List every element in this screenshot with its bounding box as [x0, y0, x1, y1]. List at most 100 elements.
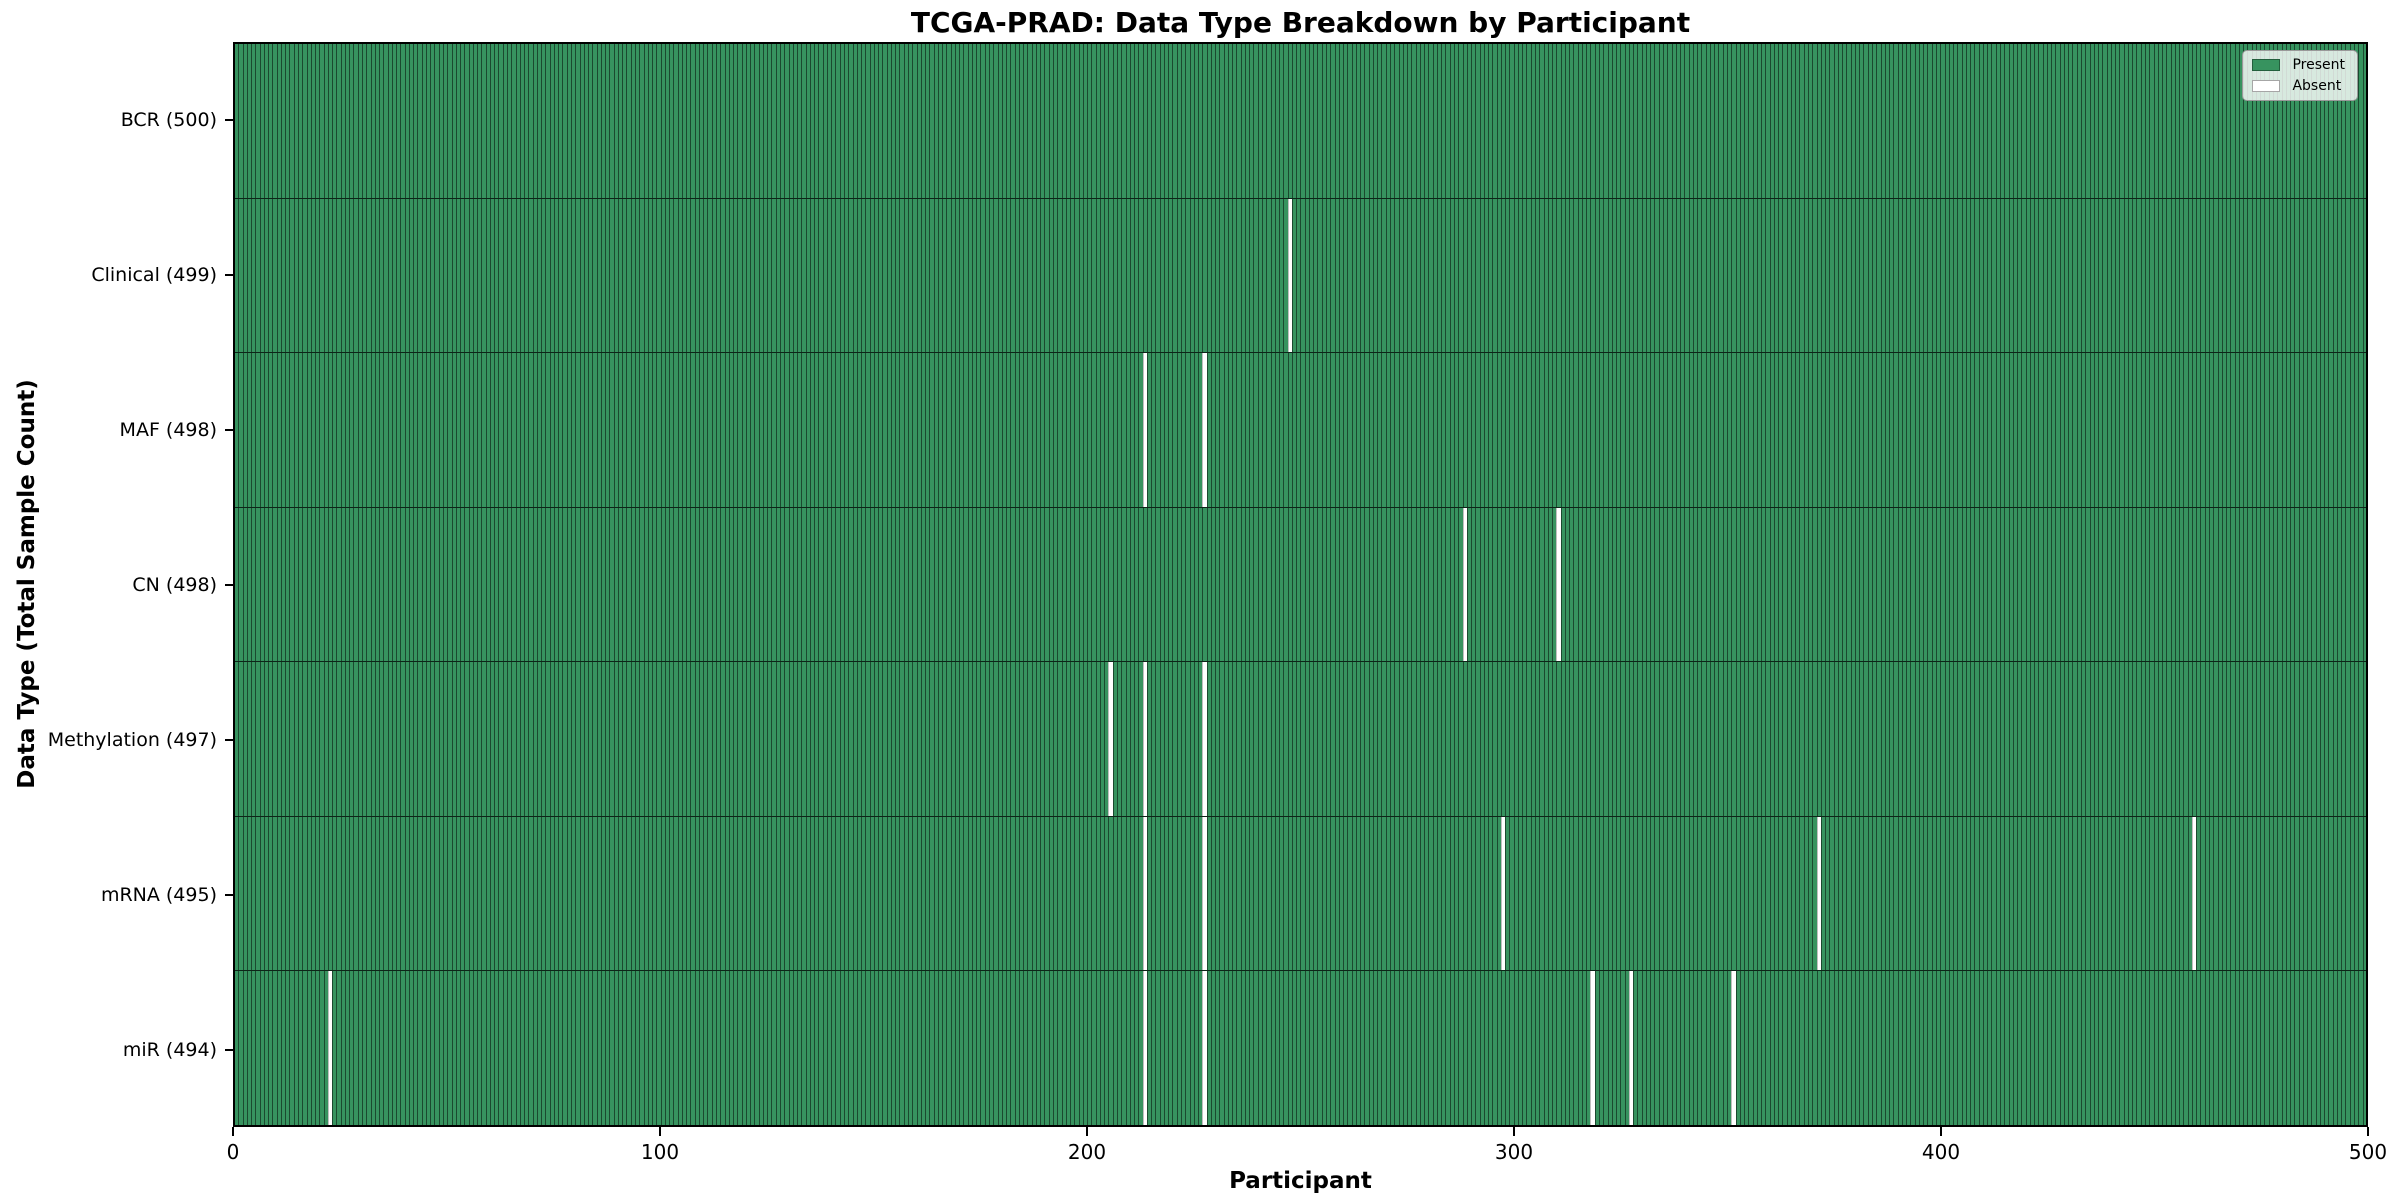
present-cell [1607, 816, 1612, 971]
present-cell [809, 816, 815, 971]
present-cell [319, 353, 324, 507]
present-cell [451, 507, 456, 662]
present-cell [2191, 353, 2197, 507]
present-cell [1040, 44, 1045, 198]
present-cell [613, 662, 618, 816]
present-cell [417, 507, 422, 662]
present-cell [920, 507, 926, 662]
present-cell [1765, 816, 1770, 971]
present-cell [1466, 971, 1472, 1126]
present-cell [1944, 353, 1949, 507]
present-cell [1389, 353, 1395, 507]
present-cell [1795, 816, 1800, 971]
present-cell [1718, 353, 1723, 507]
present-cell [1953, 507, 1958, 662]
present-cell [1957, 353, 1962, 507]
present-cell [2042, 44, 2047, 198]
present-cell [703, 507, 708, 662]
present-cell [882, 507, 887, 662]
present-cell [1129, 507, 1135, 662]
present-cell [1517, 198, 1523, 353]
present-cell [2046, 353, 2052, 507]
present-cell [1061, 198, 1066, 353]
present-cell [2183, 44, 2188, 198]
present-cell [1999, 198, 2005, 353]
present-cell [2264, 198, 2269, 353]
present-cell [963, 44, 968, 198]
present-cell [2110, 44, 2116, 198]
present-cell [1368, 507, 1373, 662]
present-cell [2093, 971, 2099, 1126]
present-cell [967, 44, 972, 198]
present-cell [2145, 507, 2150, 662]
present-cell [1675, 507, 1681, 662]
present-cell [2063, 44, 2069, 198]
present-cell [455, 44, 461, 198]
present-cell [1326, 353, 1331, 507]
present-cell [592, 507, 597, 662]
present-cell [984, 816, 990, 971]
present-cell [2307, 198, 2312, 353]
present-cell [2008, 353, 2013, 507]
present-cell [596, 816, 601, 971]
present-cell [251, 662, 256, 816]
present-cell [1773, 816, 1779, 971]
present-cell [1129, 44, 1135, 198]
present-cell [1449, 44, 1454, 198]
present-cell [370, 662, 375, 816]
present-cell [1500, 198, 1506, 353]
present-cell [711, 662, 717, 816]
present-cell [242, 662, 247, 816]
present-cell [814, 816, 819, 971]
present-cell [848, 44, 853, 198]
present-cell [1223, 971, 1228, 1126]
present-cell [1249, 971, 1254, 1126]
present-cell [2226, 507, 2231, 662]
present-cell [677, 198, 682, 353]
present-cell [1901, 198, 1907, 353]
present-cell [592, 662, 597, 816]
present-cell [1876, 198, 1881, 353]
present-cell [2098, 353, 2103, 507]
present-cell [1769, 198, 1774, 353]
present-cell [2166, 353, 2171, 507]
present-cell [340, 198, 345, 353]
present-cell [276, 198, 281, 353]
present-cell [1552, 353, 1557, 507]
present-cell [1837, 971, 1843, 1126]
present-cell [472, 353, 478, 507]
present-cell [391, 507, 397, 662]
present-cell [2358, 507, 2363, 662]
present-cell [468, 198, 473, 353]
present-cell [1253, 816, 1258, 971]
present-cell [792, 816, 798, 971]
present-cell [1488, 507, 1493, 662]
present-cell [2247, 662, 2252, 816]
present-cell [1808, 198, 1813, 353]
present-cell [255, 507, 260, 662]
present-cell [963, 353, 968, 507]
present-cell [319, 662, 324, 816]
present-cell [1001, 816, 1007, 971]
present-cell [1560, 353, 1565, 507]
present-cell [1953, 353, 1958, 507]
present-cell [383, 353, 388, 507]
present-cell [2119, 662, 2124, 816]
present-cell [895, 507, 900, 662]
present-cell [1684, 44, 1689, 198]
present-cell [2012, 198, 2018, 353]
present-cell [366, 507, 371, 662]
present-cell [2319, 971, 2325, 1126]
present-cell [1637, 816, 1642, 971]
present-cell [2115, 662, 2120, 816]
present-cell [959, 816, 964, 971]
present-cell [541, 507, 546, 662]
present-cell [1172, 662, 1177, 816]
present-cell [1599, 44, 1604, 198]
present-cell [2298, 353, 2303, 507]
present-cell [2102, 353, 2107, 507]
present-cell [1134, 971, 1139, 1126]
present-cell [733, 353, 738, 507]
present-cell [745, 662, 751, 816]
present-cell [1599, 198, 1604, 353]
